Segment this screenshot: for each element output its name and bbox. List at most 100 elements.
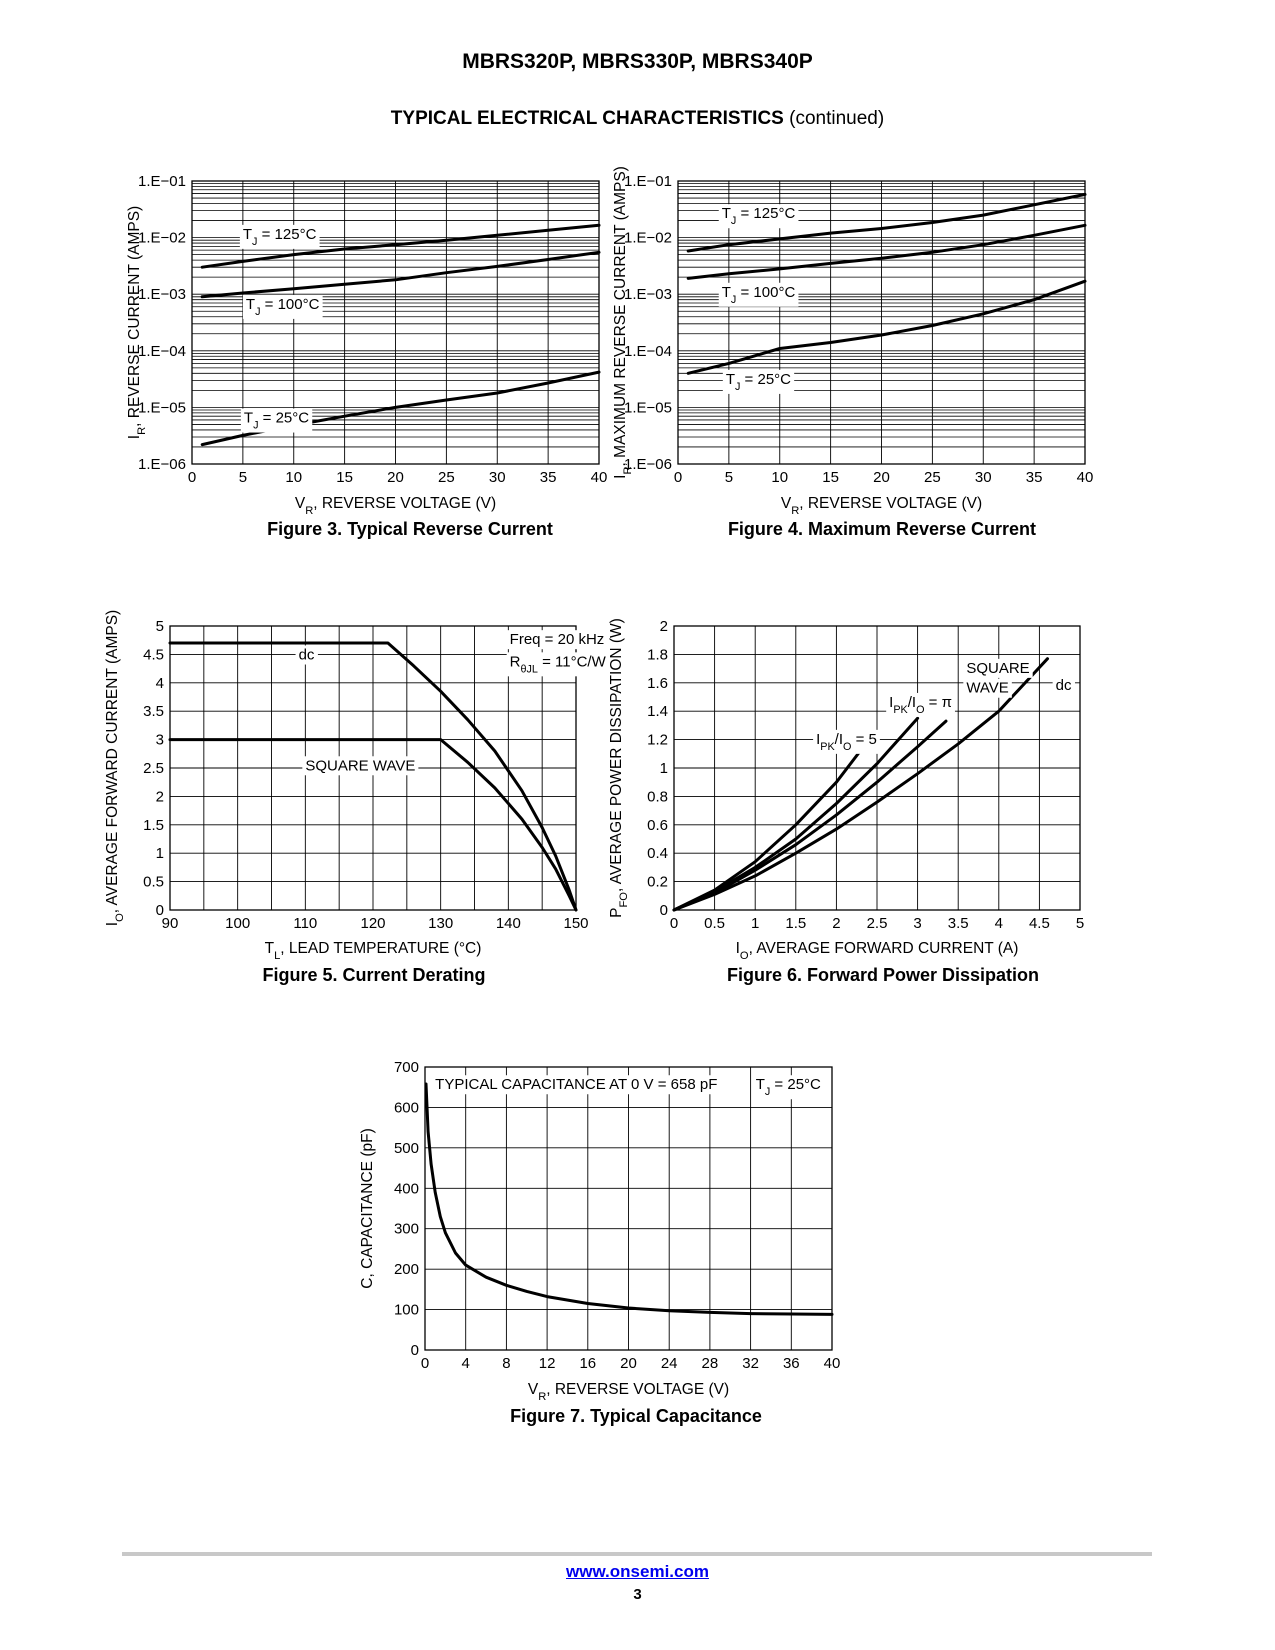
annotation-background bbox=[722, 369, 795, 394]
chart-annotation: TJ = 25°C bbox=[244, 410, 309, 432]
y-tick-label: 0.2 bbox=[647, 874, 668, 891]
x-tick-label: 3 bbox=[913, 915, 921, 932]
x-tick-label: 4.5 bbox=[1029, 915, 1050, 932]
chart-annotation: dc bbox=[1056, 677, 1072, 694]
x-tick-label: 25 bbox=[924, 469, 941, 486]
fig7-y-axis-label: C, CAPACITANCE (pF) bbox=[359, 1128, 376, 1288]
chart-annotation: Freq = 20 kHz bbox=[510, 631, 605, 648]
y-tick-label: 1.6 bbox=[647, 675, 668, 692]
x-tick-label: 30 bbox=[975, 469, 992, 486]
y-tick-label: 3 bbox=[156, 732, 164, 749]
series-line bbox=[168, 738, 578, 912]
y-tick-label: 1.4 bbox=[647, 703, 668, 720]
y-tick-label: 5 bbox=[156, 618, 164, 635]
x-tick-label: 0 bbox=[188, 469, 196, 486]
x-tick-label: 90 bbox=[162, 915, 179, 932]
fig6-y-axis-label: PFO, AVERAGE POWER DISSIPATION (W) bbox=[608, 618, 630, 918]
series-line bbox=[424, 1082, 834, 1316]
x-tick-label: 0.5 bbox=[704, 915, 725, 932]
fig3-y-axis-label: IR, REVERSE CURRENT (AMPS) bbox=[126, 206, 148, 439]
x-tick-label: 12 bbox=[539, 1355, 556, 1372]
y-tick-label: 200 bbox=[394, 1261, 419, 1278]
x-tick-label: 0 bbox=[674, 469, 682, 486]
series-line bbox=[686, 279, 1087, 375]
chart-annotation: TJ = 125°C bbox=[243, 226, 317, 248]
charts-canvas: 0 5 10 15 20 25 30 35 401.E−061.E−051.E−041.E−03… bbox=[104, 166, 1093, 1426]
chart-annotation: IPK/IO = π bbox=[889, 694, 952, 716]
x-tick-label: 1 bbox=[751, 915, 759, 932]
x-tick-label: 35 bbox=[1026, 469, 1043, 486]
y-tick-label: 4.5 bbox=[143, 646, 164, 663]
x-tick-label: 0 bbox=[670, 915, 678, 932]
chart-annotation: TJ = 100°C bbox=[722, 284, 796, 306]
chart-annotation: SQUARE WAVE bbox=[305, 757, 415, 774]
x-tick-label: 40 bbox=[1077, 469, 1094, 486]
fig3-x-axis-label: VR, REVERSE VOLTAGE (V) bbox=[295, 495, 496, 517]
fig4-x-axis-label: VR, REVERSE VOLTAGE (V) bbox=[781, 495, 982, 517]
y-tick-label: 0 bbox=[411, 1342, 419, 1359]
fig5-chart: 90 100 110 120 130 140 150 0 0.5 1 1.5 2 2.5 3 3.5 4 4.5… bbox=[104, 610, 610, 985]
x-tick-label: 10 bbox=[771, 469, 788, 486]
chart-annotation: WAVE bbox=[966, 680, 1009, 697]
fig6-chart: 0 0.5 1 1.5 2 2.5 3 3.5 4 4.5 5 0 0.2 0.4 0.6 0.8 1 1.2 1.… bbox=[608, 618, 1084, 985]
fig4-caption: Figure 4. Maximum Reverse Current bbox=[728, 519, 1036, 539]
annotation-background bbox=[886, 692, 955, 717]
annotation-background bbox=[302, 756, 419, 776]
x-tick-label: 150 bbox=[563, 915, 588, 932]
chart-annotation: SQUARE bbox=[966, 660, 1029, 677]
y-tick-label: 500 bbox=[394, 1140, 419, 1157]
annotation-background bbox=[813, 729, 880, 754]
chart-annotation: TJ = 25°C bbox=[726, 371, 791, 393]
y-tick-label: 1.5 bbox=[143, 817, 164, 834]
fig6-x-axis-label: IO, AVERAGE FORWARD CURRENT (A) bbox=[736, 940, 1019, 962]
y-tick-label: 3.5 bbox=[143, 703, 164, 720]
chart-annotation: TJ = 100°C bbox=[246, 296, 320, 318]
fig6-caption: Figure 6. Forward Power Dissipation bbox=[727, 965, 1039, 985]
x-tick-label: 40 bbox=[824, 1355, 841, 1372]
annotation-background bbox=[242, 294, 323, 319]
y-tick-label: 1.2 bbox=[647, 732, 668, 749]
fig6-plot-frame bbox=[673, 625, 1081, 911]
annotation-background bbox=[432, 1075, 721, 1095]
chart-annotation: TYPICAL CAPACITANCE AT 0 V = 658 pF bbox=[435, 1076, 717, 1093]
annotation-background bbox=[295, 645, 318, 665]
series-line bbox=[168, 641, 578, 912]
x-tick-label: 30 bbox=[489, 469, 506, 486]
x-tick-label: 16 bbox=[579, 1355, 596, 1372]
x-tick-label: 130 bbox=[428, 915, 453, 932]
section-title-suffix: (continued) bbox=[789, 108, 885, 129]
x-tick-label: 0 bbox=[421, 1355, 429, 1372]
x-tick-label: 5 bbox=[1076, 915, 1084, 932]
fig3-plot-frame bbox=[191, 180, 600, 465]
y-tick-label: 0.4 bbox=[647, 845, 668, 862]
fig5-plot-frame bbox=[169, 625, 577, 911]
fig4-plot-frame bbox=[677, 180, 1086, 465]
fig7-caption: Figure 7. Typical Capacitance bbox=[510, 1406, 762, 1426]
annotation-background bbox=[963, 658, 1033, 678]
x-tick-label: 5 bbox=[725, 469, 733, 486]
chart-annotation: TJ = 25°C bbox=[756, 1076, 821, 1098]
x-tick-label: 8 bbox=[502, 1355, 510, 1372]
y-tick-label: 0.8 bbox=[647, 788, 668, 805]
chart-annotation: IPK/IO = 5 bbox=[816, 731, 877, 753]
fig7-x-axis-label: VR, REVERSE VOLTAGE (V) bbox=[528, 1381, 729, 1403]
y-tick-label: 1 bbox=[660, 760, 668, 777]
x-tick-label: 35 bbox=[540, 469, 557, 486]
y-tick-label: 1.E−03 bbox=[624, 286, 672, 303]
footer-link[interactable]: www.onsemi.com bbox=[566, 1562, 709, 1581]
y-tick-label: 1.E−03 bbox=[138, 286, 186, 303]
y-tick-label: 1.E−05 bbox=[624, 399, 672, 416]
fig4-chart: 0 5 10 15 20 25 30 35 40 1.E−06 1.E−05 1.E−04 1.E−03… bbox=[612, 166, 1093, 539]
y-tick-label: 600 bbox=[394, 1099, 419, 1116]
fig5-y-axis-label: IO, AVERAGE FORWARD CURRENT (AMPS) bbox=[104, 610, 126, 926]
x-tick-label: 5 bbox=[239, 469, 247, 486]
x-tick-label: 3.5 bbox=[948, 915, 969, 932]
series-line bbox=[672, 657, 1049, 912]
annotation-background bbox=[506, 652, 610, 677]
x-tick-label: 2.5 bbox=[867, 915, 888, 932]
y-tick-label: 0 bbox=[156, 902, 164, 919]
y-tick-label: 1.E−01 bbox=[624, 173, 672, 190]
y-tick-label: 1.E−02 bbox=[138, 230, 186, 247]
series-line bbox=[200, 250, 601, 299]
y-tick-label: 300 bbox=[394, 1221, 419, 1238]
